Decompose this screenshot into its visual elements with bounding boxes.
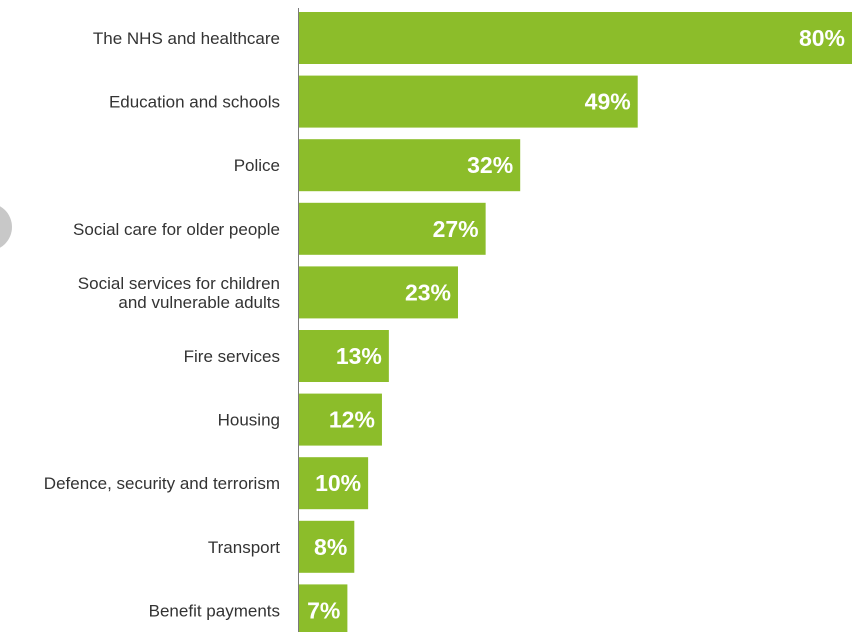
bar: [299, 75, 638, 128]
category-labels-layer: The NHS and healthcare Education and scho…: [44, 29, 280, 620]
bar: [299, 520, 355, 573]
bar: [299, 584, 348, 632]
category-label: The NHS and healthcare: [93, 29, 280, 48]
value-label: 80%: [799, 25, 845, 51]
bars-layer: [299, 12, 852, 632]
category-label: Fire services: [184, 347, 280, 366]
category-label: Transport: [208, 538, 280, 557]
bar: [299, 202, 486, 255]
category-label: Social care for older people: [73, 220, 280, 239]
value-label: 27%: [433, 216, 479, 242]
value-label: 8%: [314, 534, 347, 560]
value-label: 13%: [336, 343, 382, 369]
bar: [299, 139, 521, 192]
bar: [299, 266, 458, 319]
edge-circle-decoration: [0, 206, 12, 248]
bar: [299, 457, 369, 510]
bar: [299, 330, 389, 382]
bar: [299, 393, 382, 446]
value-label: 12%: [329, 407, 375, 433]
category-label: Police: [234, 156, 280, 175]
value-label: 7%: [307, 597, 340, 623]
bar: [299, 12, 852, 64]
value-label: 49%: [585, 89, 631, 115]
value-label: 10%: [315, 470, 361, 496]
value-label: 32%: [467, 152, 513, 178]
category-label: Benefit payments: [149, 601, 280, 620]
value-labels-layer: 80% 49% 32% 27% 23% 13% 12% 10% 8% 7%: [307, 25, 845, 623]
category-label: Social services for children and vulnerab…: [78, 274, 280, 312]
category-label: Education and schools: [109, 93, 280, 112]
category-label: Housing: [218, 411, 280, 430]
category-label: Defence, security and terrorism: [44, 474, 280, 493]
value-label: 23%: [405, 279, 451, 305]
